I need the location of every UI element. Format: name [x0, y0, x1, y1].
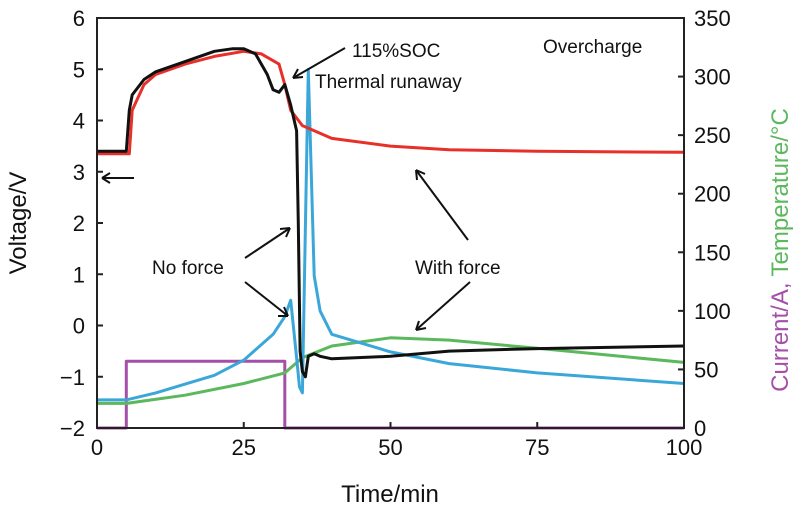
x-tick-label: 50 — [378, 435, 402, 460]
x-axis-label: Time/min — [341, 481, 439, 508]
annotation-overcharge: Overcharge — [543, 37, 642, 58]
y-tick-label-left: −2 — [60, 416, 85, 441]
y-tick-label-right: 0 — [694, 416, 706, 441]
y-axis-label-right: Current/A, Temperature/°C — [767, 108, 794, 392]
y-axis-label-left: Voltage/V — [5, 172, 32, 275]
y-tick-label-left: 3 — [73, 160, 85, 185]
x-tick-label: 75 — [525, 435, 549, 460]
current-label: Current/A, — [767, 282, 794, 391]
annotation-with-force: With force — [415, 258, 501, 279]
y-tick-label-right: 150 — [694, 240, 731, 265]
series-group — [97, 47, 685, 430]
x-tick-label: 25 — [232, 435, 256, 460]
y-tick-label-right: 200 — [694, 182, 731, 207]
y-tick-label-left: 0 — [73, 314, 85, 339]
annotations — [101, 47, 471, 331]
annotation-115soc: 115%SOC — [352, 41, 440, 62]
y-tick-label-left: −1 — [60, 365, 85, 390]
series-line-1 — [97, 49, 685, 156]
series-line-2 — [97, 68, 685, 402]
y-tick-label-right: 100 — [694, 299, 731, 324]
y-tick-label-left: 5 — [73, 57, 85, 82]
y-tick-label-left: 6 — [73, 6, 85, 31]
y-tick-label-left: 4 — [73, 109, 85, 134]
series-line-0 — [97, 47, 685, 379]
y-tick-label-right: 350 — [694, 6, 731, 31]
y-tick-label-left: 1 — [73, 262, 85, 287]
y-tick-label-right: 250 — [694, 123, 731, 148]
y-tick-label-right: 300 — [694, 65, 731, 90]
y-tick-label-left: 2 — [73, 211, 85, 236]
annotation-thermal-runaway: Thermal runaway — [315, 72, 462, 93]
temperature-label: Temperature/°C — [767, 108, 794, 276]
x-tick-label: 100 — [666, 435, 703, 460]
y-tick-label-right: 50 — [694, 357, 718, 382]
annotation-no-force: No force — [152, 258, 224, 279]
x-tick-label: 0 — [91, 435, 103, 460]
ticks-group: 0 25 50 75 100 −2 −1 0 1 2 3 4 5 6 0 50 100 150 200 250 300 3… — [60, 6, 731, 460]
